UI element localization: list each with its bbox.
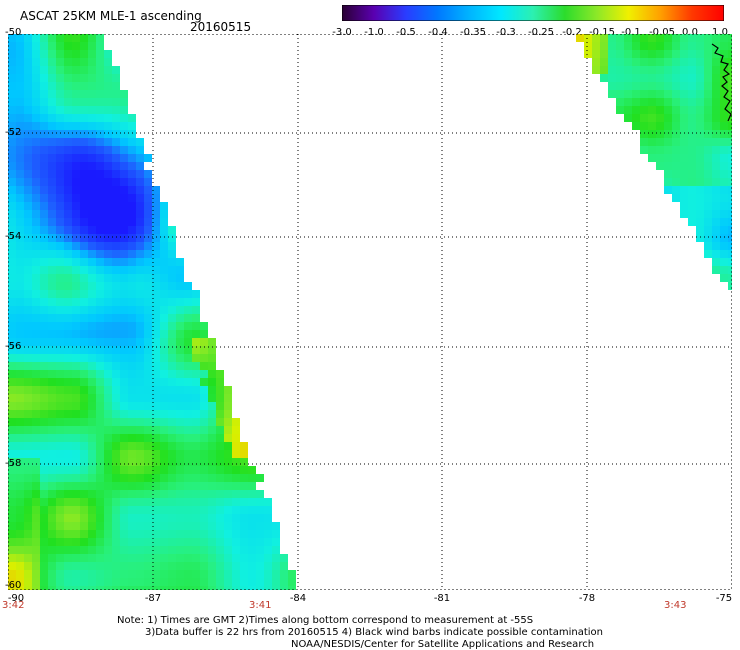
wind-swath-map: [8, 34, 732, 590]
lon-tick-label: -87: [144, 593, 162, 604]
map-title: ASCAT 25KM MLE-1 ascending: [20, 9, 202, 23]
colorbar-labels: -3.0 -1.0 -0.5 -0.4 -0.35 -0.3 -0.25 -0.…: [326, 27, 740, 39]
colorbar-label: -0.35: [460, 27, 486, 38]
colorbar-label: -3.0: [332, 27, 352, 38]
swath-time-label: 3:41: [249, 600, 272, 611]
swath-time-label: 3:42: [2, 600, 25, 611]
lon-tick-label: -81: [433, 593, 451, 604]
note-line: NOAA/NESDIS/Center for Satellite Applica…: [291, 639, 595, 650]
colorbar: [341, 4, 725, 22]
note-line: 3)Data buffer is 22 hrs from 20160515 4)…: [145, 627, 603, 638]
graticule: [8, 34, 732, 590]
colorbar-label: -0.2: [562, 27, 582, 38]
lat-tick-label: -58: [5, 458, 22, 469]
lon-tick-label: -75: [715, 593, 733, 604]
colorbar-label: 1.0: [712, 27, 728, 38]
lon-tick-label: -84: [289, 593, 307, 604]
colorbar-label: -1.0: [364, 27, 384, 38]
lat-tick-label: -50: [5, 27, 22, 38]
lon-tick-label: -90: [7, 593, 25, 604]
colorbar-label: -0.25: [528, 27, 554, 38]
map-plot: [8, 34, 732, 590]
right-swath: [576, 34, 732, 290]
lat-tick-label: -60: [5, 580, 22, 591]
swath-time-label: 3:43: [664, 600, 687, 611]
colorbar-label: -0.05: [649, 27, 675, 38]
colorbar-label: -0.15: [589, 27, 615, 38]
map-date: 20160515: [190, 20, 252, 34]
lat-tick-label: -52: [5, 127, 22, 138]
colorbar-bar: [341, 4, 725, 22]
lat-tick-label: -56: [5, 341, 22, 352]
colorbar-label: -0.4: [428, 27, 448, 38]
coastline: [711, 43, 732, 122]
note-line: Note: 1) Times are GMT 2)Times along bot…: [117, 615, 534, 626]
lat-tick-label: -54: [5, 231, 22, 242]
colorbar-label: -0.1: [621, 27, 641, 38]
lon-tick-label: -78: [578, 593, 596, 604]
colorbar-label: -0.3: [496, 27, 516, 38]
colorbar-gradient: [341, 4, 725, 22]
left-swath: [8, 34, 296, 590]
map-border: [8, 34, 732, 590]
colorbar-label: 0.0: [682, 27, 698, 38]
colorbar-label: -0.5: [396, 27, 416, 38]
